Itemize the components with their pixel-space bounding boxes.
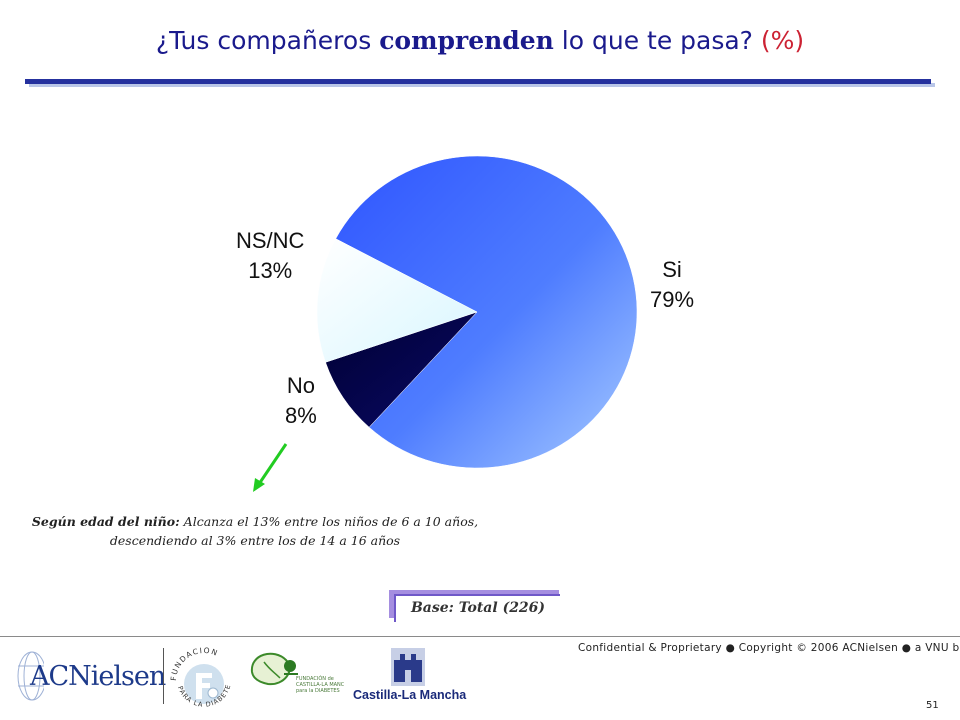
acnielsen-globe-icon: [17, 651, 44, 701]
arrow-line: [257, 443, 288, 485]
page-title: ¿Tus compañeros comprenden lo que te pas…: [0, 26, 960, 55]
svg-text:para la DIABETES: para la DIABETES: [296, 688, 340, 694]
slice-value-no: 8%: [285, 403, 317, 428]
age-note-text: Alcanza el 13% entre los niños de 6 a 10…: [109, 514, 479, 548]
slice-value-nsnc: 13%: [248, 258, 293, 283]
acnielsen-logo: ACNielsen: [30, 661, 166, 692]
logo-separator: [163, 648, 164, 704]
title-emphasis: comprenden: [379, 26, 554, 55]
slice-name-si: Si: [662, 257, 682, 282]
footer-divider: [0, 636, 960, 637]
base-label: Base: Total (226): [394, 594, 560, 622]
slice-name-no: No: [286, 373, 315, 398]
arrow-head: [253, 478, 265, 492]
fundacion-castilla-logo: FUNDACIÓN de CASTILLA-LA MANCHA para la …: [250, 652, 344, 694]
age-note: Según edad del niño: Alcanza el 13% entr…: [30, 512, 480, 550]
slice-label-si: Si 79%: [650, 255, 694, 315]
fundacion-diabetes-logo: FUNDACION PARA LA DIABETES: [168, 641, 232, 709]
title-rule-shadow: [29, 83, 935, 87]
slice-label-no: No 8%: [285, 371, 317, 431]
castilla-la-mancha-logo: Castilla-La Mancha: [353, 688, 467, 702]
slice-value-si: 79%: [650, 287, 695, 312]
title-prefix: ¿Tus compañeros: [155, 26, 380, 55]
pie-slice-si: [335, 155, 638, 469]
page-number: 51: [926, 700, 939, 711]
age-note-heading: Según edad del niño:: [31, 514, 180, 529]
title-rule: [25, 79, 931, 84]
svg-text:CASTILLA-LA MANCHA: CASTILLA-LA MANCHA: [296, 682, 344, 688]
svg-text:FUNDACIÓN de: FUNDACIÓN de: [296, 675, 334, 682]
pie-slice-nsnc: [316, 238, 478, 363]
slice-name-nsnc: NS/NC: [236, 228, 305, 253]
title-suffix: lo que te pasa?: [553, 26, 761, 55]
slice-label-nsnc: NS/NC 13%: [236, 226, 304, 286]
castilla-la-mancha-crest-icon: [391, 648, 425, 686]
confidential-notice: Confidential & Proprietary ● Copyright ©…: [578, 642, 960, 654]
title-percent: (%): [760, 26, 805, 55]
